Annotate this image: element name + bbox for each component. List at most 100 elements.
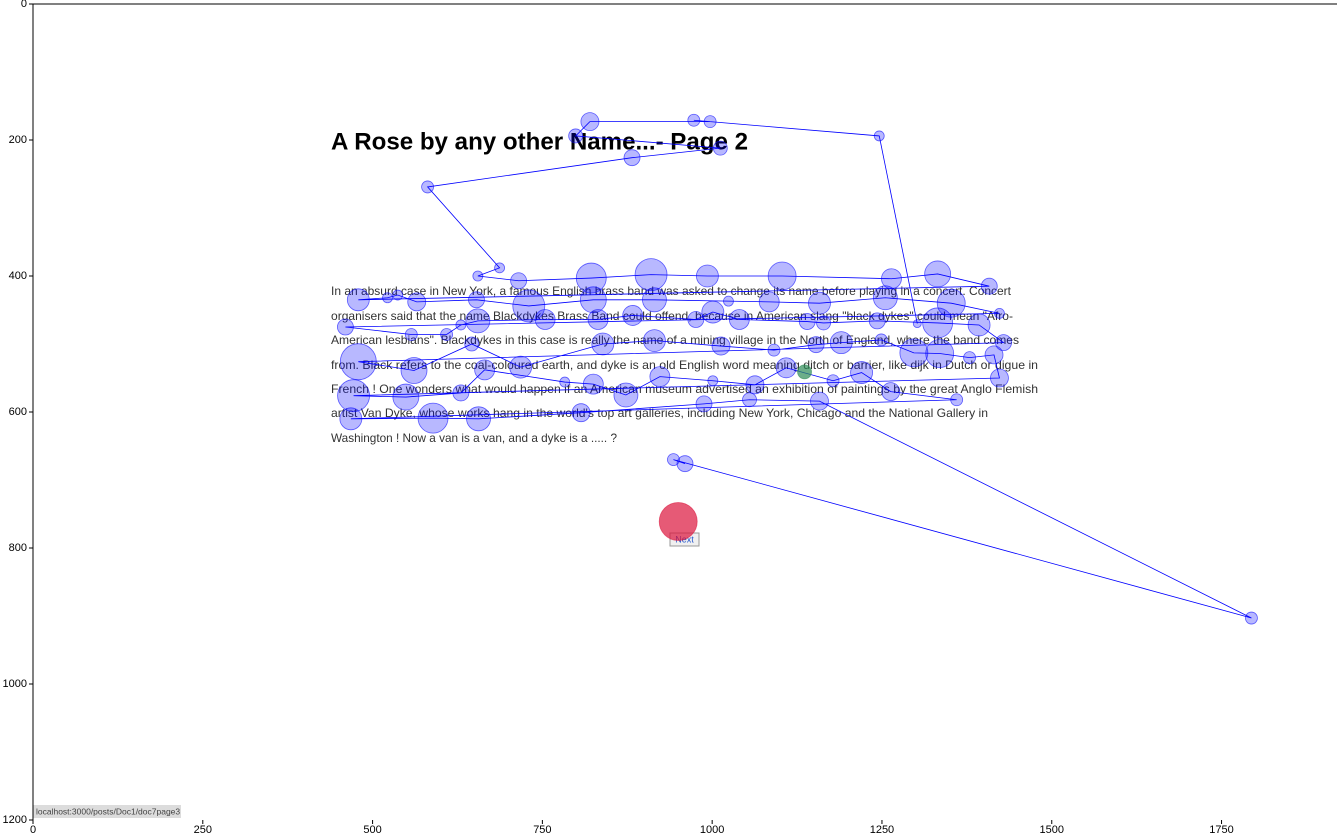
paragraph-line: In an absurd case in New York, a famous … — [331, 284, 1012, 298]
y-tick-label: 600 — [9, 406, 27, 418]
fixation — [994, 307, 1005, 319]
fixation — [676, 455, 694, 473]
fixation — [742, 392, 757, 408]
fixation — [829, 331, 853, 355]
fixation — [912, 319, 922, 329]
fixation — [696, 264, 719, 288]
fixation — [922, 307, 954, 339]
fixation — [687, 113, 701, 127]
fixation — [775, 357, 797, 379]
fixation — [337, 379, 370, 413]
x-tick-label: 750 — [533, 824, 551, 836]
y-tick-label: 800 — [9, 542, 27, 554]
x-tick-label: 1750 — [1209, 824, 1233, 836]
fixation — [995, 334, 1012, 352]
fixation — [382, 292, 393, 304]
fixation — [339, 407, 363, 431]
fixation — [850, 361, 873, 384]
fixation — [623, 149, 641, 167]
fixation — [587, 309, 609, 330]
fixation — [407, 292, 427, 312]
fixation — [464, 336, 480, 352]
fixation — [400, 357, 428, 384]
fixation — [963, 351, 976, 365]
paragraph: In an absurd case in New York, a famous … — [331, 284, 1038, 445]
fixation — [728, 309, 750, 330]
fixation — [571, 403, 591, 423]
fixation — [472, 270, 484, 282]
fixation — [701, 300, 725, 324]
fixation — [392, 289, 404, 301]
fixation — [613, 382, 639, 408]
fixation — [950, 393, 964, 407]
fixation — [899, 338, 929, 368]
paragraph-line: American lesbians". Blackdykes in this c… — [331, 333, 1019, 347]
fixation — [758, 291, 780, 313]
fixation — [509, 355, 533, 379]
fixation — [658, 502, 698, 541]
fixation — [810, 391, 829, 411]
fixation — [649, 366, 671, 388]
fixation — [468, 291, 485, 309]
y-tick-label: 1000 — [3, 678, 27, 690]
fixation — [868, 312, 886, 330]
fixation — [767, 261, 797, 291]
fixation — [642, 287, 667, 313]
fixation — [474, 359, 496, 381]
scanpath — [345, 119, 1252, 619]
fixation — [881, 382, 901, 402]
y-tick-label: 1200 — [3, 814, 27, 826]
paragraph-line: Washington ! Now a van is a van, and a d… — [331, 431, 617, 445]
fixation — [568, 128, 584, 144]
fixation — [798, 313, 816, 330]
fixation — [808, 291, 831, 315]
fixation — [634, 258, 668, 292]
fixation — [494, 262, 505, 274]
fixation — [925, 339, 955, 368]
x-tick-label: 0 — [30, 824, 36, 836]
fixation — [417, 402, 449, 434]
fixation — [510, 272, 528, 290]
fixation — [465, 308, 491, 334]
fixation — [881, 268, 902, 290]
status-bar — [33, 805, 181, 818]
fixation — [339, 343, 377, 381]
fixation — [967, 313, 991, 337]
fixation — [580, 112, 600, 132]
fixation — [667, 453, 680, 467]
fixation — [466, 406, 491, 432]
x-tick-label: 1500 — [1040, 824, 1064, 836]
fixation — [575, 262, 607, 294]
fixation — [924, 260, 952, 288]
fixation — [723, 295, 734, 307]
paragraph-line: organisers said that the name Blackdykes… — [331, 309, 1013, 323]
fixation — [797, 364, 812, 380]
y-tick-label: 0 — [21, 0, 27, 10]
fixation — [767, 343, 781, 357]
fixation — [622, 305, 644, 326]
fixation — [582, 373, 604, 395]
status-url: localhost:3000/posts/Doc1/doc7page3 — [36, 806, 180, 816]
fixation — [745, 375, 765, 395]
fixation — [816, 315, 831, 331]
fixation — [712, 140, 728, 156]
fixation — [873, 130, 885, 142]
fixation — [1245, 611, 1258, 625]
fixation — [687, 311, 705, 328]
page-title: A Rose by any other Name...- Page 2 — [331, 128, 748, 155]
fixation — [579, 286, 607, 314]
fixation — [559, 376, 571, 388]
fixation — [346, 288, 370, 312]
fixation — [392, 383, 420, 411]
fixation — [404, 328, 418, 341]
plot — [337, 112, 1258, 625]
fixation — [707, 375, 719, 387]
fixation — [872, 285, 898, 311]
fixation — [980, 277, 998, 295]
fixation — [455, 319, 467, 331]
fixation — [643, 329, 666, 353]
fixation — [984, 345, 1004, 365]
fixation — [874, 333, 888, 347]
fixation — [337, 318, 354, 336]
